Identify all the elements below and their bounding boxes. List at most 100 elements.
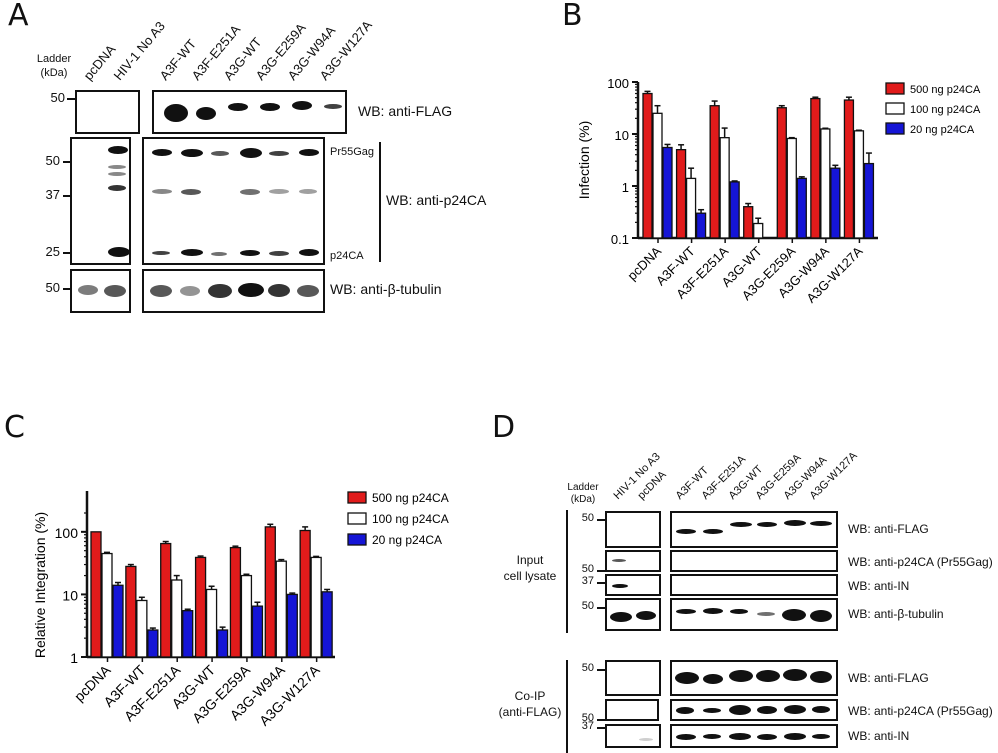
marker-50: 50 <box>581 712 594 724</box>
marker-37: 37 <box>45 187 60 202</box>
band <box>757 522 777 527</box>
group-label-line1: Co-IP <box>514 689 546 703</box>
band <box>784 733 806 740</box>
bar <box>171 579 183 658</box>
y-axis-label: Relative Integration (%) <box>32 512 48 658</box>
band-label-pr55gag: Pr55Gag <box>330 146 375 158</box>
band <box>812 734 830 739</box>
bar <box>830 167 841 239</box>
band <box>812 706 830 713</box>
band <box>757 734 777 740</box>
band <box>729 705 751 715</box>
wb-label-coip-in: WB: anti-IN <box>848 729 910 743</box>
bar <box>729 181 740 239</box>
panel-letter-c: C <box>4 410 25 445</box>
bar <box>853 130 865 239</box>
band <box>104 285 126 297</box>
band <box>152 189 172 194</box>
bar <box>662 146 673 239</box>
group-label-line2: cell lysate <box>503 569 557 583</box>
band <box>810 610 832 622</box>
marker-37: 37 <box>581 720 594 732</box>
ladder-label: Ladder (kDa) <box>30 52 78 80</box>
band <box>238 283 264 297</box>
band <box>324 104 342 109</box>
band <box>299 189 317 194</box>
bar <box>642 92 653 239</box>
bar <box>820 128 831 239</box>
band <box>639 738 653 741</box>
band <box>676 529 696 534</box>
band <box>78 285 98 295</box>
band <box>180 286 200 296</box>
blot-d-coip-flag-right <box>670 660 838 696</box>
band <box>297 285 319 297</box>
lane-label: pcDNA <box>80 41 119 83</box>
legend-swatch <box>347 512 367 525</box>
bar <box>286 593 298 658</box>
y-tick-label: 1 <box>622 180 629 195</box>
band <box>810 521 832 526</box>
band <box>703 608 723 614</box>
blot-a-flag-right <box>152 90 347 134</box>
marker-tick <box>597 582 605 584</box>
marker-tick <box>597 519 605 521</box>
marker-50: 50 <box>581 600 594 612</box>
band <box>783 669 807 681</box>
y-tick-label: 10 <box>62 587 78 603</box>
y-tick-label: 100 <box>607 76 629 91</box>
band <box>757 612 775 616</box>
group-bracket-coip <box>566 660 568 753</box>
band <box>152 251 170 255</box>
bracket-line <box>379 142 381 262</box>
band <box>268 284 290 297</box>
bar <box>264 526 276 658</box>
group-label-coip: Co-IP (anti-FLAG) <box>496 688 564 720</box>
bar <box>796 177 807 239</box>
marker-25: 25 <box>45 244 60 259</box>
legend-swatch <box>885 102 905 115</box>
bar <box>182 610 194 658</box>
group-label-input: Input cell lysate <box>496 552 564 584</box>
band <box>269 251 289 256</box>
band <box>211 252 227 256</box>
wb-label-tubulin: WB: anti-β-tubulin <box>330 281 442 297</box>
blot-d-coip-flag-left <box>605 660 661 696</box>
bar <box>863 162 875 239</box>
bar <box>275 560 287 658</box>
band <box>228 103 248 111</box>
blot-a-tubulin-left <box>70 269 131 313</box>
band <box>211 151 229 156</box>
y-tick-label: 1 <box>70 650 78 666</box>
ladder-label-line2: (kDa) <box>40 67 68 79</box>
marker-37: 37 <box>581 575 594 587</box>
group-label-line2: (anti-FLAG) <box>498 705 562 719</box>
marker-tick <box>63 161 71 163</box>
bar <box>719 137 730 239</box>
blot-a-tubulin-right <box>142 269 325 313</box>
band <box>208 284 232 298</box>
wb-label-flag: WB: anti-FLAG <box>358 103 453 119</box>
band <box>240 189 260 195</box>
marker-tick <box>597 570 605 572</box>
blot-d-input-in-right <box>670 574 838 596</box>
bar <box>90 531 102 658</box>
wb-label-coip-p24ca: WB: anti-p24CA (Pr55Gag) <box>848 704 993 718</box>
band <box>636 611 656 620</box>
bar <box>160 542 172 658</box>
y-tick-label: 0.1 <box>611 232 629 247</box>
band <box>292 101 312 110</box>
bar <box>240 574 253 658</box>
y-tick-label: 10 <box>615 128 629 143</box>
blot-d-input-flag-left <box>605 511 661 548</box>
band <box>299 149 319 156</box>
marker-tick <box>67 98 75 100</box>
band <box>729 670 753 682</box>
band <box>730 609 748 614</box>
legend-label: 100 ng p24CA <box>910 104 981 116</box>
band <box>269 151 289 156</box>
bar <box>101 552 113 658</box>
band <box>703 674 723 684</box>
